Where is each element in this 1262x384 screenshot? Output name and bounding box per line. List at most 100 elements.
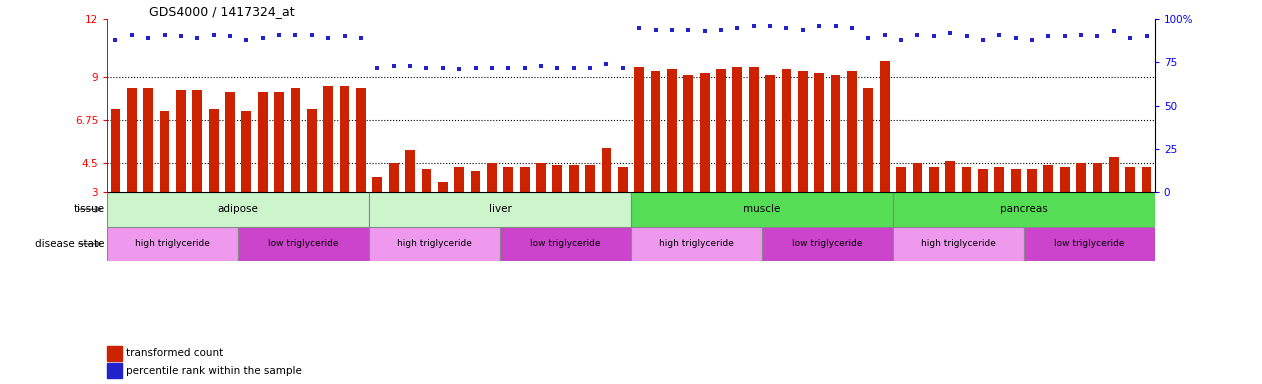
- Point: [1039, 33, 1059, 40]
- Bar: [225, 92, 235, 192]
- Point: [236, 37, 256, 43]
- Bar: [192, 90, 202, 192]
- Bar: [631, 227, 762, 261]
- Point: [105, 37, 125, 43]
- Point: [1006, 35, 1026, 41]
- Bar: [716, 69, 726, 192]
- Bar: [369, 227, 500, 261]
- Bar: [569, 165, 579, 192]
- Point: [564, 65, 584, 71]
- Text: high triglyceride: high triglyceride: [921, 239, 996, 248]
- Text: high triglyceride: high triglyceride: [659, 239, 734, 248]
- Text: low triglyceride: low triglyceride: [530, 239, 601, 248]
- Point: [400, 63, 420, 69]
- Bar: [1076, 163, 1087, 192]
- Bar: [323, 86, 333, 192]
- Point: [531, 63, 551, 69]
- Bar: [1093, 163, 1103, 192]
- Bar: [257, 92, 268, 192]
- Bar: [1109, 157, 1118, 192]
- Bar: [684, 75, 693, 192]
- Point: [1022, 37, 1042, 43]
- Bar: [994, 167, 1005, 192]
- Bar: [290, 88, 300, 192]
- Bar: [863, 88, 873, 192]
- Bar: [668, 69, 676, 192]
- Point: [252, 35, 273, 41]
- Bar: [274, 92, 284, 192]
- Point: [1055, 33, 1075, 40]
- Point: [694, 28, 714, 35]
- Bar: [1044, 165, 1054, 192]
- Point: [973, 37, 993, 43]
- Text: high triglyceride: high triglyceride: [398, 239, 472, 248]
- Bar: [602, 148, 611, 192]
- Bar: [635, 67, 644, 192]
- Point: [661, 26, 681, 33]
- Point: [1088, 33, 1108, 40]
- Text: high triglyceride: high triglyceride: [135, 239, 211, 248]
- Bar: [1011, 169, 1021, 192]
- Point: [613, 65, 634, 71]
- Point: [433, 65, 453, 71]
- Point: [482, 65, 502, 71]
- Bar: [765, 75, 775, 192]
- Point: [138, 35, 158, 41]
- Bar: [798, 71, 808, 192]
- Point: [498, 65, 519, 71]
- Bar: [553, 165, 563, 192]
- Bar: [356, 88, 366, 192]
- Text: adipose: adipose: [218, 204, 259, 214]
- Point: [384, 63, 404, 69]
- Point: [548, 65, 568, 71]
- Bar: [500, 227, 631, 261]
- Bar: [830, 75, 840, 192]
- Bar: [389, 163, 399, 192]
- Point: [776, 25, 796, 31]
- Bar: [208, 109, 218, 192]
- Text: low triglyceride: low triglyceride: [793, 239, 863, 248]
- Point: [645, 26, 665, 33]
- Text: low triglyceride: low triglyceride: [269, 239, 339, 248]
- Bar: [1142, 167, 1151, 192]
- Bar: [307, 109, 317, 192]
- Point: [1071, 32, 1092, 38]
- Point: [466, 65, 486, 71]
- Bar: [618, 167, 627, 192]
- Text: disease state: disease state: [35, 239, 105, 249]
- Point: [302, 32, 322, 38]
- Bar: [339, 86, 350, 192]
- Point: [416, 65, 437, 71]
- Bar: [239, 227, 369, 261]
- Bar: [369, 192, 631, 227]
- Point: [154, 32, 174, 38]
- Point: [318, 35, 338, 41]
- Point: [1104, 28, 1124, 35]
- Bar: [438, 182, 448, 192]
- Point: [597, 61, 617, 67]
- Text: low triglyceride: low triglyceride: [1054, 239, 1124, 248]
- Bar: [847, 71, 857, 192]
- Bar: [1023, 227, 1155, 261]
- Point: [793, 26, 813, 33]
- Bar: [880, 61, 890, 192]
- Point: [1121, 35, 1141, 41]
- Point: [858, 35, 878, 41]
- Point: [924, 33, 944, 40]
- Point: [367, 65, 387, 71]
- Bar: [1027, 169, 1037, 192]
- Point: [269, 32, 289, 38]
- Point: [203, 32, 223, 38]
- Point: [678, 26, 698, 33]
- Bar: [896, 167, 906, 192]
- Point: [891, 37, 911, 43]
- Text: GDS4000 / 1417324_at: GDS4000 / 1417324_at: [149, 5, 295, 18]
- Point: [842, 25, 862, 31]
- Point: [957, 33, 977, 40]
- Bar: [422, 169, 432, 192]
- Point: [628, 25, 649, 31]
- Bar: [471, 171, 481, 192]
- Bar: [631, 192, 893, 227]
- Point: [760, 23, 780, 29]
- Point: [515, 65, 535, 71]
